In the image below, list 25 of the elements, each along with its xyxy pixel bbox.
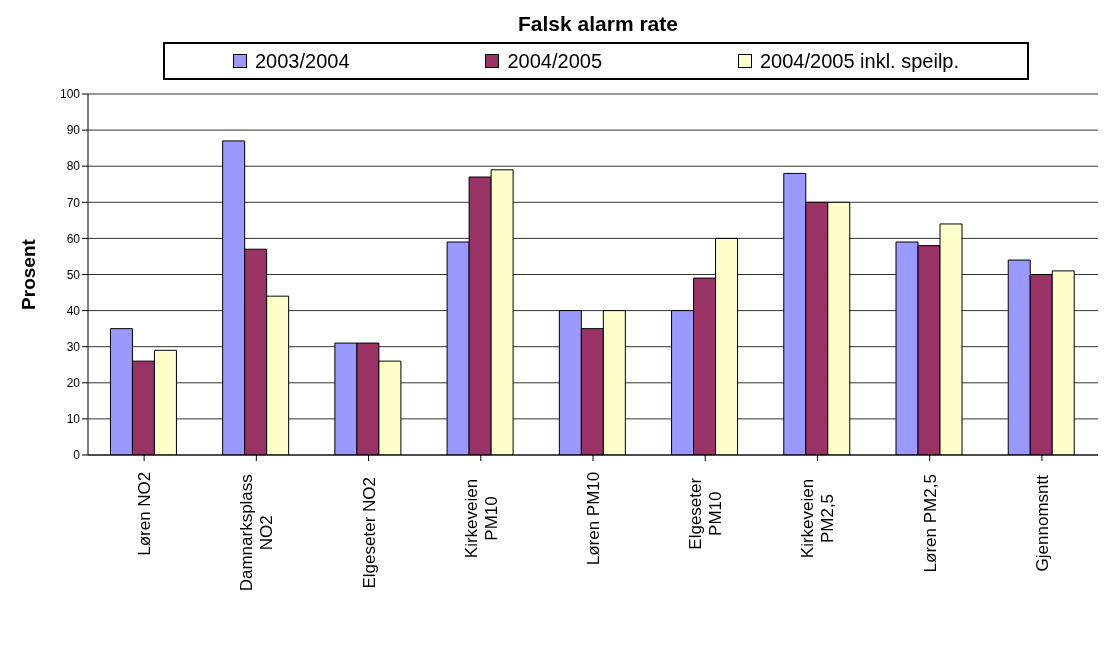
x-tick-label: Løren PM2,5 <box>920 474 940 573</box>
y-tick-label: 50 <box>66 267 81 282</box>
y-axis-title: Prosent <box>17 238 39 310</box>
y-tick-label: 40 <box>66 303 81 318</box>
x-tick-label: Kirkeveien PM10 <box>461 478 501 559</box>
x-tick-label: Løren PM10 <box>584 471 603 566</box>
x-tick-label: Løren NO2 <box>135 471 155 556</box>
x-tick-label: Elgeseter NO2 <box>359 477 379 589</box>
legend-label: 2004/2005 inkl. speilp. <box>758 49 960 73</box>
y-tick-label: 20 <box>66 376 81 391</box>
legend-label: 2004/2005 <box>506 49 603 73</box>
x-tick-label: Damnarksplass NO2 <box>237 474 277 592</box>
chart-title: Falsk alarm rate <box>517 11 679 36</box>
x-tick-label: Elgeseter PM10 <box>686 477 726 550</box>
y-tick-label: 100 <box>59 87 81 102</box>
x-tick-label: Kirkeveien PM2,5 <box>798 478 838 559</box>
y-tick-label: 90 <box>66 123 81 138</box>
legend-label: 2003/2004 <box>253 49 350 73</box>
y-tick-label: 80 <box>66 159 81 174</box>
x-tick-label: Gjennomsntt <box>1032 474 1052 572</box>
y-tick-label: 30 <box>66 339 81 354</box>
y-tick-label: 0 <box>73 448 81 463</box>
y-tick-label: 10 <box>66 412 81 427</box>
y-tick-label: 70 <box>66 195 81 210</box>
y-tick-label: 60 <box>66 231 81 246</box>
